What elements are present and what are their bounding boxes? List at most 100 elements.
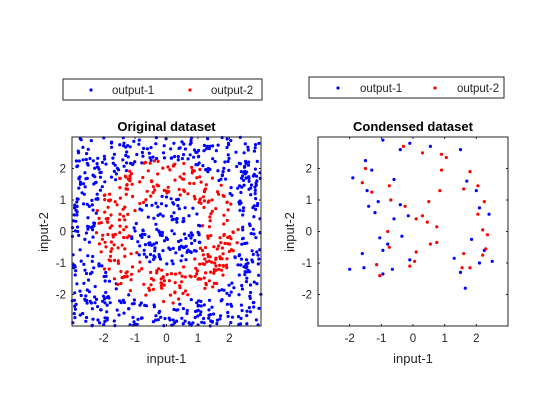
data-point-output-2 [118,176,122,180]
data-point-output-2 [192,181,196,186]
data-point-output-2 [183,275,187,279]
data-point-output-2 [420,151,425,155]
data-point-output-2 [226,208,230,212]
data-point-output-1 [131,162,135,167]
data-point-output-1 [470,237,474,241]
data-point-output-2 [118,231,122,235]
data-point-output-2 [231,230,235,234]
data-point-output-2 [363,166,368,171]
data-point-output-2 [460,266,464,270]
data-point-output-2 [107,267,111,271]
data-point-output-1 [172,211,176,215]
data-point-output-2 [210,209,214,213]
y-tick-label: -2 [56,290,66,302]
data-point-output-2 [201,262,205,266]
data-point-output-2 [106,220,110,224]
data-point-output-1 [398,203,402,207]
data-point-output-1 [170,156,174,160]
data-point-output-1 [161,249,165,253]
data-point-output-1 [250,249,254,253]
data-point-output-1 [390,267,394,271]
data-point-output-1 [244,161,248,165]
data-point-output-1 [252,215,256,219]
data-point-output-1 [112,319,116,323]
data-point-output-1 [229,321,233,325]
data-point-output-1 [205,144,209,148]
data-point-output-2 [130,265,135,269]
data-point-output-1 [85,176,89,180]
data-point-output-1 [150,203,154,207]
x-tick-label: 2 [473,333,479,345]
data-point-output-2 [138,201,142,206]
data-point-output-1 [181,322,185,326]
data-point-output-2 [97,216,101,220]
data-point-output-2 [221,264,225,268]
data-point-output-2 [124,175,128,179]
data-point-output-1 [251,227,255,231]
data-point-output-1 [152,254,156,258]
data-point-output-2 [147,286,151,290]
legend-label-output-2: output-2 [211,85,253,97]
data-point-output-2 [221,252,225,256]
data-point-output-1 [103,301,107,305]
data-point-output-2 [142,200,146,204]
data-point-output-2 [476,212,480,216]
data-point-output-2 [435,225,439,229]
data-point-output-1 [181,307,185,311]
data-point-output-1 [211,144,215,148]
data-point-output-1 [162,156,167,160]
data-point-output-1 [132,302,136,306]
data-point-output-2 [186,192,190,196]
data-point-output-1 [227,283,231,287]
data-point-output-1 [252,280,256,284]
data-point-output-1 [254,236,258,240]
data-point-output-2 [444,155,448,160]
data-point-output-1 [101,294,106,298]
data-point-output-1 [238,208,242,212]
data-point-output-2 [180,280,184,284]
data-point-output-1 [254,318,258,322]
data-point-output-1 [124,145,128,149]
data-point-output-1 [122,164,126,168]
y-tick-label: 2 [306,164,312,176]
data-point-output-1 [170,259,174,263]
data-point-output-1 [215,318,219,322]
data-point-output-1 [242,206,246,210]
data-point-output-1 [202,321,206,325]
data-point-output-1 [238,199,242,203]
data-point-output-1 [381,248,385,252]
data-point-output-2 [162,279,166,283]
data-point-output-1 [192,155,196,159]
data-point-output-1 [200,320,204,324]
data-point-output-2 [192,194,196,198]
data-point-output-1 [92,221,97,225]
data-point-output-1 [185,311,189,316]
data-point-output-2 [408,264,412,268]
data-point-output-1 [114,287,118,291]
data-point-output-1 [111,156,115,160]
data-point-output-1 [145,255,149,259]
data-point-output-1 [142,248,146,252]
data-point-output-1 [110,140,114,144]
data-point-output-1 [136,240,140,244]
x-axis-ticks: -2 -1 0 1 2 [345,137,480,345]
data-point-output-2 [112,277,117,281]
data-point-output-2 [118,224,122,228]
data-point-output-2 [217,192,221,196]
data-point-output-1 [72,219,76,223]
data-point-output-1 [207,316,211,320]
data-point-output-1 [83,171,87,175]
data-point-output-2 [214,264,218,268]
data-point-output-1 [89,301,93,305]
legend-box [62,78,263,101]
data-point-output-1 [122,300,126,305]
data-point-output-1 [210,305,214,309]
data-point-output-1 [406,214,410,218]
data-point-output-1 [197,154,201,158]
data-point-output-2 [425,220,429,224]
data-point-output-2 [212,245,216,249]
data-point-output-1 [81,158,85,162]
data-point-output-1 [105,310,109,314]
data-point-output-1 [241,225,245,229]
data-point-output-1 [100,264,104,268]
